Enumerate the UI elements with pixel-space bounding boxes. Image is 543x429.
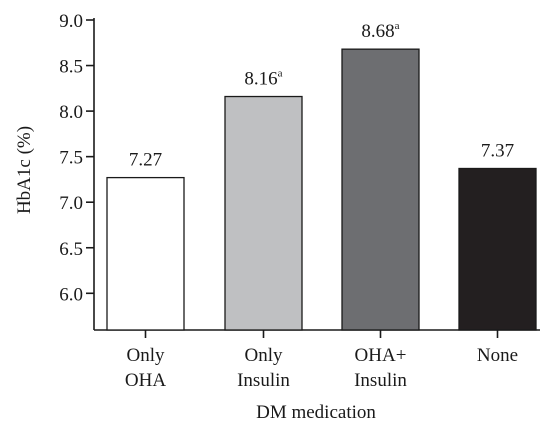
bar-3 bbox=[458, 167, 537, 331]
category-label-3-line-0: None bbox=[477, 345, 518, 366]
chart-labels: 6.0 6.5 7.0 7.5 8.0 8.5 9.0 7.27 Only OHA 8.16a Onl… bbox=[59, 11, 518, 391]
category-label-2-line-1: Insulin bbox=[354, 370, 407, 391]
category-label-1-line-0: Only bbox=[245, 345, 284, 366]
category-label-2-line-0: OHA+ bbox=[355, 345, 407, 366]
y-tick-label: 8.5 bbox=[59, 57, 83, 78]
data-label-1: 8.16a bbox=[244, 68, 282, 90]
bar-0 bbox=[106, 176, 185, 331]
y-axis-title: HbA1c (%) bbox=[14, 126, 35, 214]
chart-bars bbox=[106, 48, 537, 331]
category-label-0-line-1: OHA bbox=[125, 370, 166, 391]
data-label-2: 8.68a bbox=[361, 20, 399, 42]
y-tick-label: 6.5 bbox=[59, 239, 83, 260]
bar-2 bbox=[341, 48, 420, 331]
category-label-1-line-1: Insulin bbox=[237, 370, 290, 391]
data-label-superscript-2: a bbox=[395, 20, 400, 32]
data-label-0: 7.27 bbox=[129, 150, 162, 171]
y-tick-label: 7.0 bbox=[59, 193, 83, 214]
y-tick-label: 9.0 bbox=[59, 11, 83, 32]
bar-1 bbox=[224, 95, 303, 331]
y-tick-label: 7.5 bbox=[59, 148, 83, 169]
category-label-0-line-0: Only bbox=[127, 345, 166, 366]
y-tick-label: 8.0 bbox=[59, 102, 83, 123]
data-label-superscript-1: a bbox=[278, 68, 283, 80]
data-label-3: 7.37 bbox=[481, 140, 514, 161]
x-axis-title: DM medication bbox=[256, 402, 376, 423]
y-tick-label: 6.0 bbox=[59, 284, 83, 305]
